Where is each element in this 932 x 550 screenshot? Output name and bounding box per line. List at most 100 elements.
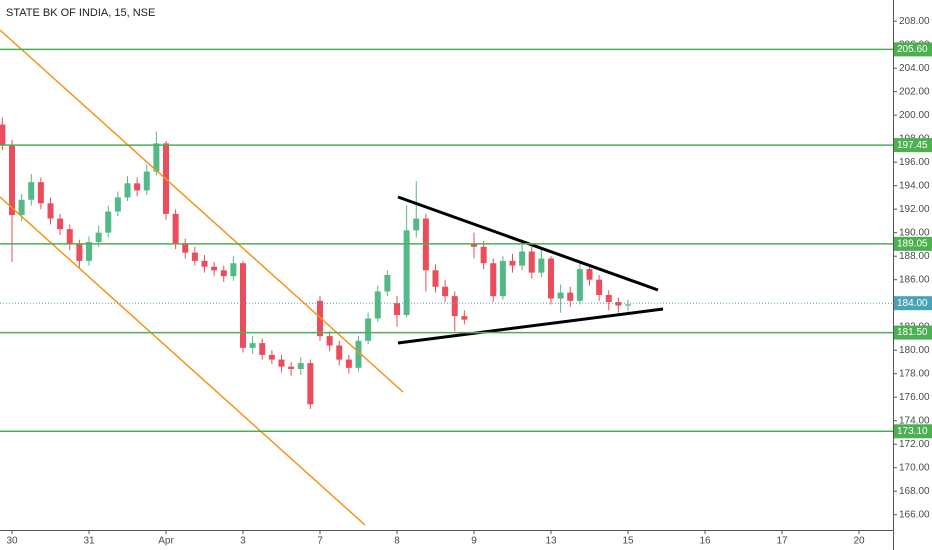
last-price-box <box>894 296 932 311</box>
candle-body <box>605 294 612 303</box>
y-tick-label: 188.00 <box>899 251 930 262</box>
x-tick-label: 3 <box>240 536 246 547</box>
candle-body <box>576 269 583 301</box>
candle-body <box>490 263 497 297</box>
y-tick-label: 208.00 <box>899 16 930 27</box>
candle-body <box>201 260 208 267</box>
candle-body <box>451 296 458 317</box>
candle-body <box>365 318 372 341</box>
candle-body <box>278 359 285 367</box>
candle-body <box>499 260 506 297</box>
y-tick-label: 196.00 <box>899 157 930 168</box>
candle-body <box>596 279 603 295</box>
y-tick-label: 166.00 <box>899 509 930 520</box>
candle-body <box>461 316 468 320</box>
candle-body <box>37 182 44 204</box>
candle-body <box>538 258 545 273</box>
y-tick-label: 168.00 <box>899 486 930 497</box>
y-tick-label: 204.00 <box>899 63 930 74</box>
candle-body <box>548 258 554 299</box>
channel-line <box>0 196 366 526</box>
candle-body <box>336 345 343 360</box>
candle-body <box>384 274 391 292</box>
candle-body <box>288 366 295 370</box>
candle-body <box>182 243 189 253</box>
candle-body <box>519 251 526 266</box>
y-tick-label: 180.00 <box>899 345 930 356</box>
y-tick-label: 174.00 <box>899 415 930 426</box>
candle-body <box>374 291 381 319</box>
level-label: 173.10 <box>897 426 928 437</box>
y-tick-label: 178.00 <box>899 368 930 379</box>
candle-body <box>567 292 574 301</box>
level-label-box <box>894 424 932 439</box>
candle-body <box>625 304 631 306</box>
candle-body <box>134 183 141 191</box>
candle-body <box>95 232 102 243</box>
level-label-box <box>894 325 932 340</box>
y-tick-label: 172.00 <box>899 439 930 450</box>
y-tick-label: 186.00 <box>899 274 930 285</box>
x-tick-label: 15 <box>622 536 634 547</box>
candle-body <box>230 263 237 277</box>
candle-body <box>172 213 179 244</box>
y-tick-label: 200.00 <box>899 110 930 121</box>
candle-body <box>66 229 73 245</box>
candle-body <box>211 266 218 271</box>
candle-body <box>509 260 516 266</box>
candle-body <box>9 144 15 216</box>
level-label: 197.45 <box>897 140 928 151</box>
candle-body <box>105 211 112 233</box>
candle-body <box>47 203 54 219</box>
x-tick-label: 9 <box>471 536 477 547</box>
y-tick-label: 190.00 <box>899 227 930 238</box>
candle-body <box>240 263 246 348</box>
candle-body <box>259 343 266 355</box>
x-tick-label: 30 <box>6 536 18 547</box>
triangle-line <box>397 307 664 345</box>
candle-body <box>0 124 6 145</box>
candle-body <box>326 336 333 346</box>
level-label: 189.05 <box>897 238 928 249</box>
level-label: 181.50 <box>897 327 928 338</box>
candle-body <box>114 197 121 212</box>
candle-body <box>220 270 227 277</box>
x-tick-label: 17 <box>776 536 788 547</box>
chart-title: STATE BK OF INDIA, 15, NSE <box>6 7 155 19</box>
candle-body <box>345 359 352 368</box>
y-tick-label: 202.00 <box>899 86 930 97</box>
candle-body <box>76 244 83 261</box>
candle-body <box>528 251 535 273</box>
x-tick-label: 8 <box>394 536 400 547</box>
channel-line <box>0 29 404 393</box>
candle-body <box>480 246 487 264</box>
candle-body <box>28 182 35 200</box>
y-tick-label: 194.00 <box>899 180 930 191</box>
candle-body <box>413 218 420 231</box>
candle-body <box>124 183 131 198</box>
candle-body <box>307 363 314 405</box>
x-tick-label: 31 <box>83 536 95 547</box>
x-tick-label: 13 <box>545 536 557 547</box>
x-tick-label: 16 <box>699 536 711 547</box>
candle-body <box>442 286 449 297</box>
candle-body <box>57 218 64 230</box>
candle-body <box>86 242 92 261</box>
candle-body <box>153 143 160 172</box>
candle-body <box>18 199 25 216</box>
level-label-box <box>894 42 932 57</box>
candle-body <box>268 354 275 360</box>
x-tick-label: 20 <box>853 536 865 547</box>
candle-body <box>355 340 362 368</box>
candle-body <box>249 343 256 348</box>
candle-body <box>586 269 593 280</box>
level-label: 205.60 <box>897 44 928 55</box>
candle-body <box>471 244 477 247</box>
candle-body <box>317 300 323 337</box>
candle-body <box>297 363 304 370</box>
candle-body <box>615 302 622 306</box>
y-tick-label: 192.00 <box>899 204 930 215</box>
candle-body <box>191 252 198 261</box>
